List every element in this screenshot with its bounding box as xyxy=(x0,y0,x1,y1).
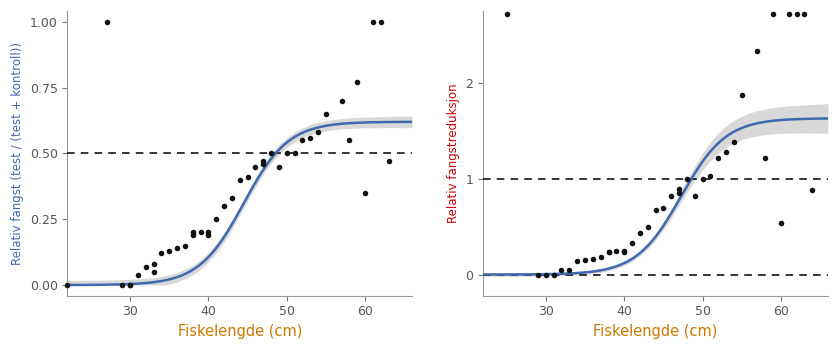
Point xyxy=(688,193,701,199)
X-axis label: Fiskelengde (cm): Fiskelengde (cm) xyxy=(593,324,717,339)
Point xyxy=(751,49,764,54)
Point xyxy=(257,161,270,167)
Point xyxy=(798,11,811,17)
Point xyxy=(210,216,223,222)
Point xyxy=(241,174,254,180)
Point xyxy=(774,220,788,226)
Point xyxy=(201,232,215,238)
Point xyxy=(672,190,685,196)
Point xyxy=(531,272,545,277)
Point xyxy=(641,224,654,230)
Point xyxy=(539,272,553,277)
Point xyxy=(680,176,694,182)
Point xyxy=(60,282,74,288)
Point xyxy=(555,267,568,273)
Point xyxy=(664,193,678,199)
Point xyxy=(319,111,332,117)
Point xyxy=(374,19,388,24)
Point xyxy=(610,248,623,253)
Y-axis label: Relativ fangstreduksjon: Relativ fangstreduksjon xyxy=(447,84,460,223)
Point xyxy=(358,190,372,196)
Point xyxy=(735,93,748,98)
Point xyxy=(578,257,591,263)
Point xyxy=(201,230,215,235)
Point xyxy=(225,195,238,201)
Point xyxy=(625,240,638,246)
Point xyxy=(672,187,685,192)
X-axis label: Fiskelengde (cm): Fiskelengde (cm) xyxy=(178,324,302,339)
Point xyxy=(280,150,294,156)
Point xyxy=(178,243,191,248)
Point xyxy=(343,138,357,143)
Point xyxy=(264,150,278,156)
Point xyxy=(649,208,662,213)
Point xyxy=(351,79,364,85)
Point xyxy=(789,11,803,17)
Point xyxy=(719,149,732,155)
Point xyxy=(131,272,144,277)
Point xyxy=(758,155,772,160)
Point xyxy=(194,230,207,235)
Point xyxy=(335,98,348,104)
Point xyxy=(711,155,725,160)
Point xyxy=(782,11,795,17)
Point xyxy=(170,245,184,251)
Point xyxy=(602,249,615,254)
Point xyxy=(217,203,231,209)
Point xyxy=(618,248,631,253)
Point xyxy=(805,188,819,193)
Point xyxy=(100,19,113,24)
Y-axis label: Relativ fangst (test / (test + kontroll)): Relativ fangst (test / (test + kontroll)… xyxy=(11,42,24,265)
Point xyxy=(163,248,176,254)
Point xyxy=(248,164,262,169)
Point xyxy=(288,150,301,156)
Point xyxy=(367,19,380,24)
Point xyxy=(547,272,560,277)
Point xyxy=(272,164,285,169)
Point xyxy=(696,176,709,182)
Point xyxy=(147,261,160,267)
Point xyxy=(123,282,137,288)
Point xyxy=(147,269,160,275)
Point xyxy=(618,249,631,254)
Point xyxy=(382,159,395,164)
Point xyxy=(766,11,779,17)
Point xyxy=(295,138,309,143)
Point xyxy=(586,257,600,262)
Point xyxy=(563,267,576,273)
Point xyxy=(602,249,615,254)
Point xyxy=(704,173,717,178)
Point xyxy=(123,282,137,288)
Point xyxy=(233,177,247,182)
Point xyxy=(727,140,741,145)
Point xyxy=(304,135,317,140)
Point xyxy=(571,258,584,264)
Point xyxy=(116,282,129,288)
Point xyxy=(657,206,670,211)
Point xyxy=(633,231,647,236)
Point xyxy=(186,230,200,235)
Point xyxy=(186,232,200,238)
Point xyxy=(311,130,325,135)
Point xyxy=(257,159,270,164)
Point xyxy=(154,251,168,256)
Point xyxy=(594,254,607,260)
Point xyxy=(500,11,513,17)
Point xyxy=(139,264,153,270)
